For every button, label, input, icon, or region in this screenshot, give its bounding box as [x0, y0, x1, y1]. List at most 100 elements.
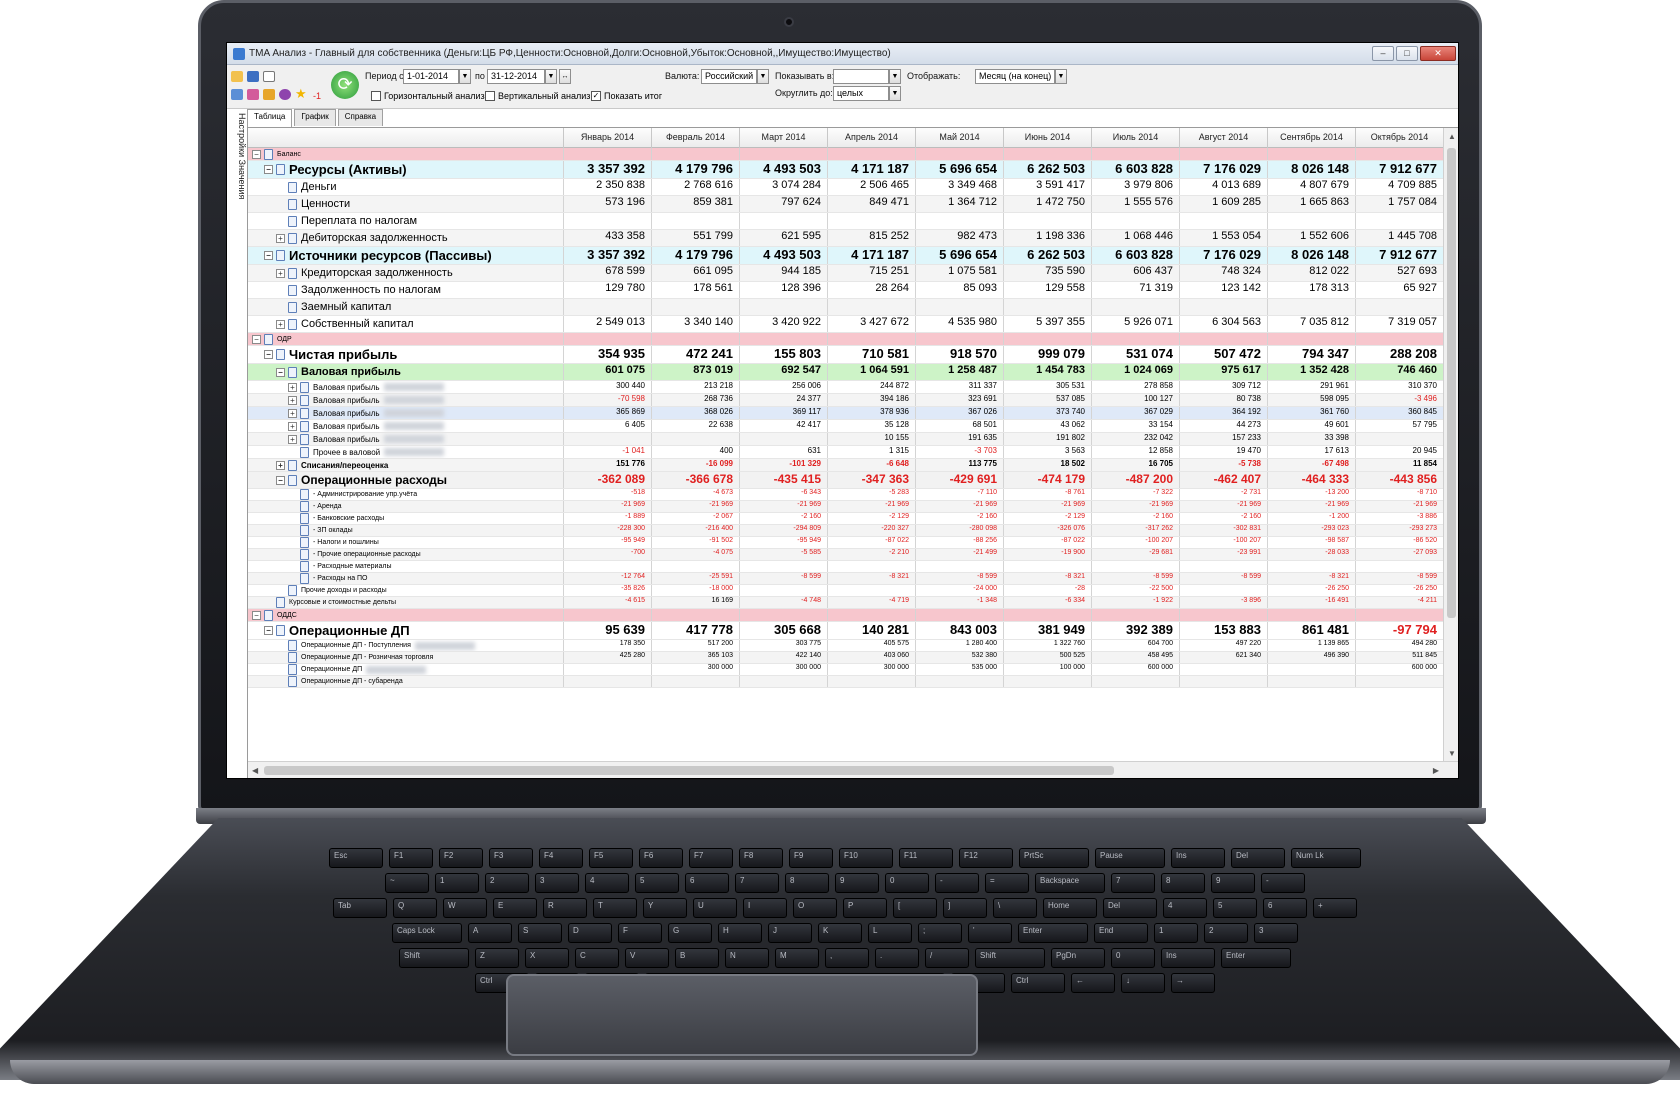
table-cell[interactable]: 10 155 — [828, 433, 916, 445]
table-cell[interactable]: 2 549 013 — [564, 316, 652, 332]
table-cell[interactable]: -16 099 — [652, 459, 740, 471]
table-cell[interactable]: 303 775 — [740, 640, 828, 651]
table-cell[interactable]: 4 179 796 — [652, 247, 740, 264]
table-row[interactable]: − Ресурсы (Активы) 3 357 392 4 179 796 4 493… — [248, 161, 1444, 179]
table-cell[interactable] — [1180, 299, 1268, 315]
table-cell[interactable]: -87 022 — [828, 537, 916, 548]
database-icon[interactable] — [263, 89, 275, 100]
table-cell[interactable]: 3 420 922 — [740, 316, 828, 332]
collapse-icon[interactable]: − — [252, 149, 261, 159]
table-cell[interactable] — [1268, 213, 1356, 229]
table-cell[interactable] — [916, 333, 1004, 345]
show-in-field[interactable] — [833, 69, 889, 84]
table-cell[interactable]: 4 493 503 — [740, 161, 828, 178]
table-cell[interactable]: 300 000 — [652, 664, 740, 675]
table-cell[interactable]: 71 319 — [1092, 282, 1180, 298]
table-cell[interactable]: 6 262 503 — [1004, 161, 1092, 178]
table-cell[interactable]: -8 710 — [1356, 489, 1444, 500]
vertical-scroll-thumb[interactable] — [1447, 148, 1456, 618]
table-cell[interactable]: 6 304 563 — [1180, 316, 1268, 332]
table-cell[interactable]: 918 570 — [916, 346, 1004, 363]
table-cell[interactable]: -8 321 — [828, 573, 916, 584]
table-cell[interactable]: 191 635 — [916, 433, 1004, 445]
table-cell[interactable] — [828, 676, 916, 687]
table-cell[interactable]: -22 500 — [1092, 585, 1180, 596]
period-step-icon[interactable]: ↔ — [559, 69, 571, 84]
table-row[interactable]: + Валовая прибыль 365 869 368 026 369 117 378… — [248, 407, 1444, 420]
table-cell[interactable]: -293 273 — [1356, 525, 1444, 536]
table-cell[interactable]: -26 250 — [1356, 585, 1444, 596]
table-row[interactable]: - ЗП оклады -228 300 -216 400 -294 809 -220 … — [248, 525, 1444, 537]
table-cell[interactable]: -3 703 — [916, 446, 1004, 458]
collapse-icon[interactable]: − — [252, 334, 261, 344]
table-cell[interactable]: 472 241 — [652, 346, 740, 363]
table-cell[interactable]: 140 281 — [828, 622, 916, 639]
table-cell[interactable]: 1 280 400 — [916, 640, 1004, 651]
table-cell[interactable] — [740, 676, 828, 687]
table-cell[interactable]: -5 283 — [828, 489, 916, 500]
table-cell[interactable]: 1 555 576 — [1092, 196, 1180, 212]
table-cell[interactable]: 68 501 — [916, 420, 1004, 432]
table-cell[interactable]: 392 389 — [1092, 622, 1180, 639]
section-row[interactable]: − ОДДС — [248, 609, 1444, 622]
table-cell[interactable]: 433 358 — [564, 230, 652, 246]
table-cell[interactable]: 7 912 677 — [1356, 161, 1444, 178]
table-cell[interactable]: -3 896 — [1180, 597, 1268, 608]
table-cell[interactable]: 678 599 — [564, 265, 652, 281]
table-cell[interactable]: 22 638 — [652, 420, 740, 432]
collapse-icon[interactable]: − — [264, 350, 273, 359]
period-to-dropdown-icon[interactable]: ▼ — [545, 69, 557, 84]
table-cell[interactable]: 35 128 — [828, 420, 916, 432]
collapse-icon[interactable]: − — [264, 251, 273, 260]
table-cell[interactable]: -8 599 — [1092, 573, 1180, 584]
table-cell[interactable]: 1 139 865 — [1268, 640, 1356, 651]
table-cell[interactable]: -101 329 — [740, 459, 828, 471]
table-cell[interactable]: 4 493 503 — [740, 247, 828, 264]
table-cell[interactable]: 85 093 — [916, 282, 1004, 298]
table-cell[interactable]: -487 200 — [1092, 472, 1180, 488]
table-cell[interactable]: 1 322 760 — [1004, 640, 1092, 651]
expand-icon[interactable]: + — [288, 434, 297, 444]
table-cell[interactable] — [564, 561, 652, 572]
table-cell[interactable] — [1356, 299, 1444, 315]
table-cell[interactable]: 16 705 — [1092, 459, 1180, 471]
table-cell[interactable]: 151 776 — [564, 459, 652, 471]
table-cell[interactable]: 305 668 — [740, 622, 828, 639]
column-header[interactable]: Август 2014 — [1180, 128, 1268, 148]
table-cell[interactable] — [828, 213, 916, 229]
table-cell[interactable]: -4 719 — [828, 597, 916, 608]
table-cell[interactable]: 496 390 — [1268, 652, 1356, 663]
table-cell[interactable]: 532 380 — [916, 652, 1004, 663]
table-cell[interactable]: -443 856 — [1356, 472, 1444, 488]
table-cell[interactable]: 153 883 — [1180, 622, 1268, 639]
table-cell[interactable]: 178 313 — [1268, 282, 1356, 298]
table-cell[interactable]: 213 218 — [652, 381, 740, 393]
horizontal-analysis-checkbox[interactable]: Горизонтальный анализ — [371, 91, 485, 101]
table-cell[interactable]: 812 022 — [1268, 265, 1356, 281]
table-cell[interactable]: 621 595 — [740, 230, 828, 246]
display-field[interactable]: Месяц (на конец) — [975, 69, 1055, 84]
collapse-icon[interactable]: − — [276, 475, 285, 485]
table-cell[interactable]: 535 000 — [916, 664, 1004, 675]
table-cell[interactable]: 405 575 — [828, 640, 916, 651]
column-header[interactable]: Май 2014 — [916, 128, 1004, 148]
table-cell[interactable] — [1180, 333, 1268, 345]
table-cell[interactable]: 551 799 — [652, 230, 740, 246]
column-header[interactable]: Октябрь 2014 — [1356, 128, 1444, 148]
table-row[interactable]: - Банковские расходы -1 889 -2 067 -2 160 -2… — [248, 513, 1444, 525]
table-cell[interactable]: 507 472 — [1180, 346, 1268, 363]
table-cell[interactable]: -2 210 — [828, 549, 916, 560]
table-cell[interactable]: 311 337 — [916, 381, 1004, 393]
table-cell[interactable]: -28 — [1004, 585, 1092, 596]
table-cell[interactable] — [564, 333, 652, 345]
table-cell[interactable]: -474 179 — [1004, 472, 1092, 488]
table-row[interactable]: + Дебиторская задолженность 433 358 551 799… — [248, 230, 1444, 247]
table-cell[interactable]: -317 262 — [1092, 525, 1180, 536]
table-cell[interactable]: 1 364 712 — [916, 196, 1004, 212]
table-cell[interactable]: -91 502 — [652, 537, 740, 548]
table-cell[interactable] — [1356, 561, 1444, 572]
table-cell[interactable]: 368 026 — [652, 407, 740, 419]
table-cell[interactable]: -347 363 — [828, 472, 916, 488]
table-cell[interactable]: -4 615 — [564, 597, 652, 608]
table-cell[interactable]: -5 585 — [740, 549, 828, 560]
